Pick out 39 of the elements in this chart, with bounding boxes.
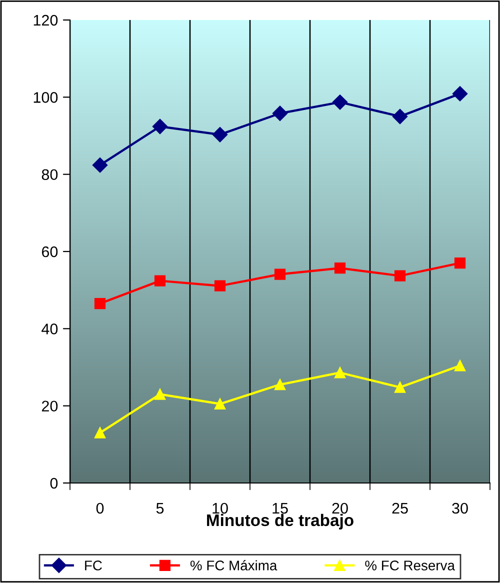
x-tick-label: 10 <box>212 502 228 514</box>
y-tick-label: 20 <box>42 400 58 412</box>
point <box>392 108 408 124</box>
point <box>154 388 166 400</box>
y-tick-label: 100 <box>34 92 58 103</box>
y-tick-label: 40 <box>42 324 58 334</box>
x-tick-label: 5 <box>156 503 164 514</box>
point <box>152 118 168 134</box>
legend-label: % FC Reserva <box>365 560 455 570</box>
y-tick-label: 0 <box>50 478 58 489</box>
point <box>214 398 226 410</box>
x-tick-label: 20 <box>332 502 348 514</box>
y-tick-label: 120 <box>34 14 58 26</box>
point <box>454 360 466 372</box>
point <box>274 268 286 280</box>
x-tick-label: 0 <box>96 502 104 514</box>
point <box>394 270 406 282</box>
legend-label: FC <box>85 560 102 570</box>
x-tick-label: 30 <box>452 502 468 514</box>
x-tick-label: 15 <box>272 503 288 514</box>
point <box>454 258 466 269</box>
point <box>94 427 106 438</box>
point <box>272 106 288 121</box>
point <box>212 127 228 142</box>
point <box>332 94 348 110</box>
point <box>154 275 166 286</box>
y-tick-label: 80 <box>42 169 58 180</box>
point <box>214 280 226 292</box>
point <box>92 158 108 173</box>
x-tick-label: 25 <box>392 502 408 514</box>
point <box>334 262 346 274</box>
y-tick-label: 60 <box>42 246 58 258</box>
legend-label: % FC Máxima <box>190 560 278 570</box>
point <box>334 367 346 378</box>
x-axis-title: Minutos de trabajo <box>207 514 354 530</box>
point <box>394 382 406 393</box>
point <box>94 298 106 310</box>
point <box>452 86 468 102</box>
point <box>274 379 286 390</box>
